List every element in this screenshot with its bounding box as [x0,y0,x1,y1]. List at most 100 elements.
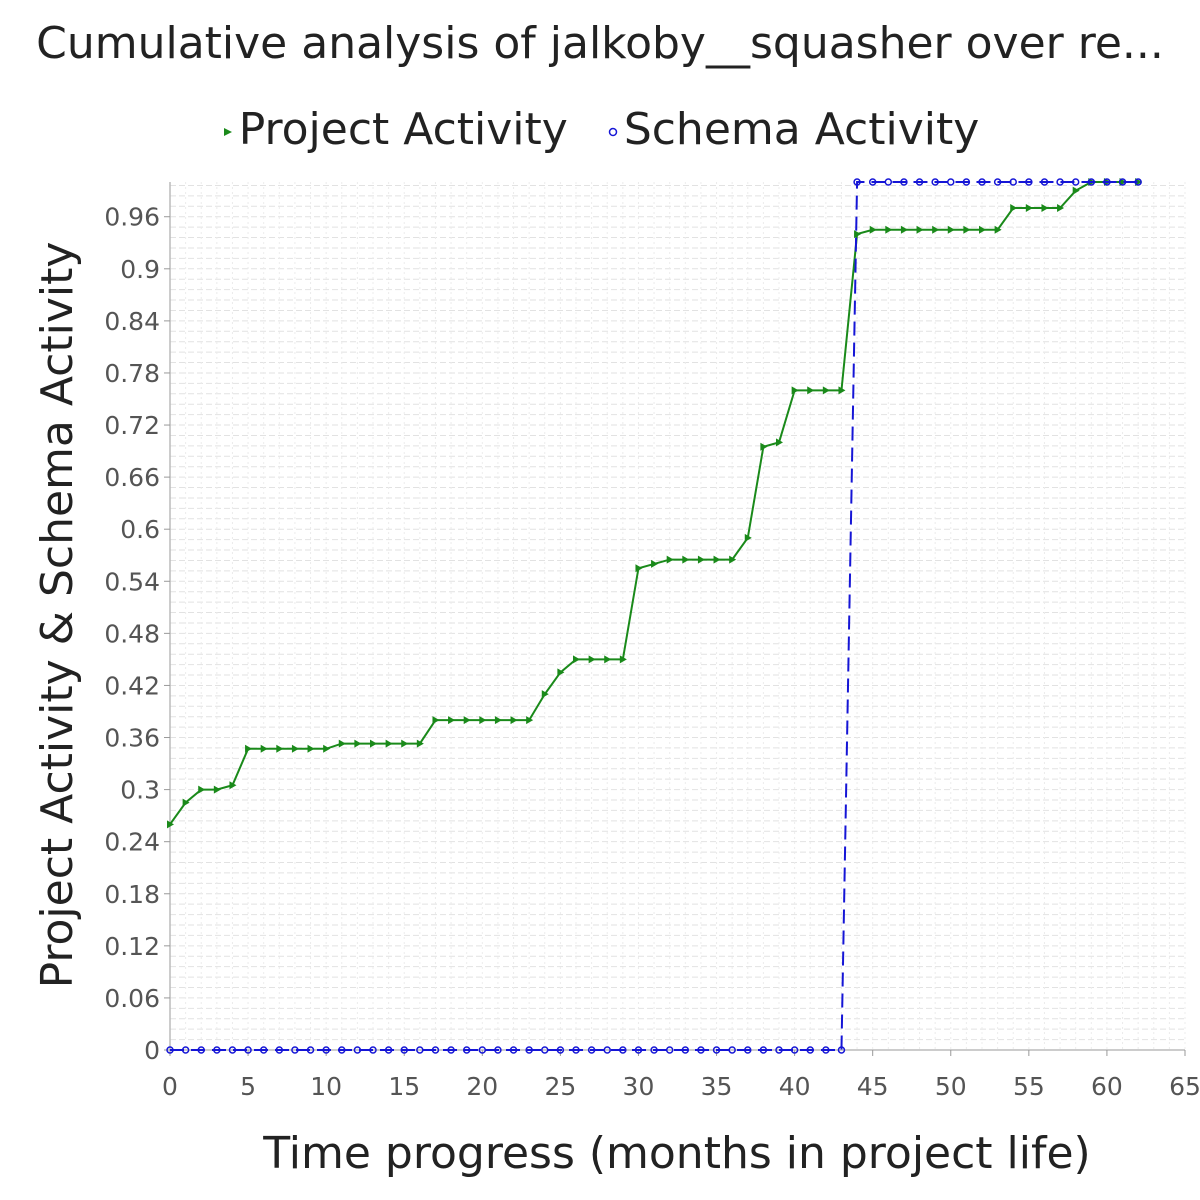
data-point [666,555,674,564]
data-point [994,225,1002,234]
data-point [166,1046,174,1054]
data-point [322,1046,330,1054]
data-point [635,564,643,573]
data-point [978,178,986,186]
data-point [837,1046,846,1054]
data-point [854,230,862,239]
data-point [900,178,908,186]
data-point [181,1046,190,1054]
data-point [338,739,346,748]
data-point [947,178,955,186]
x-tick-label: 40 [779,1072,811,1101]
data-point [276,744,284,753]
data-point [1134,178,1142,186]
data-point [775,1046,783,1054]
chart-title: Cumulative analysis of jalkoby__squasher… [36,18,1164,69]
data-point [1072,186,1080,195]
y-tick-label: 0.48 [104,619,160,648]
legend-circle-marker-icon [608,127,618,137]
y-axis-label: Project Activity & Schema Activity [32,242,83,989]
data-point [916,225,924,234]
y-tick-label: 0.78 [104,359,160,388]
data-point [291,744,299,753]
data-point [384,1046,393,1054]
data-point [931,178,939,186]
data-point [572,1046,580,1054]
data-point [993,178,1002,186]
data-point [416,739,424,748]
data-point [306,1046,315,1054]
data-point [728,1046,736,1054]
data-point [510,716,518,725]
data-point [744,1046,752,1054]
data-point [1071,178,1080,186]
data-point [400,1046,408,1054]
data-point [526,716,534,725]
data-point [900,225,908,234]
data-point [603,1046,611,1054]
y-tick-label: 0.9 [120,255,160,284]
data-point [447,1046,455,1054]
y-tick-label: 0.12 [104,932,160,961]
x-tick-label: 30 [623,1072,655,1101]
data-point [401,739,409,748]
data-point [651,559,659,568]
data-point [915,178,924,186]
data-point [853,178,861,186]
data-point [697,1046,705,1054]
data-point [604,655,612,664]
data-point [1040,178,1049,186]
x-tick-label: 55 [1013,1072,1045,1101]
data-point [259,1046,268,1054]
data-point [838,386,846,395]
data-point [712,1046,721,1054]
y-tick-label: 0.24 [104,828,160,857]
data-point [1010,204,1018,213]
data-point [697,555,705,564]
data-point [573,655,580,664]
data-point [431,1046,440,1054]
data-point [947,225,955,234]
data-point [1025,178,1033,186]
data-point [541,690,549,699]
y-tick-label: 0.42 [104,671,160,700]
data-point [478,1046,487,1054]
data-point [619,655,627,664]
data-point [260,744,268,753]
data-point [213,1046,221,1054]
x-tick-label: 20 [466,1072,498,1101]
legend: Project Activity Schema Activity [0,104,1200,155]
data-point [713,555,721,564]
y-tick-label: 0.06 [104,984,160,1013]
data-point [462,1046,471,1054]
data-point [228,1046,237,1054]
data-point [557,668,565,677]
data-point [979,225,986,234]
data-point [494,1046,502,1054]
data-point [354,739,362,748]
y-tick-label: 0.6 [120,515,160,544]
grid [169,182,1186,1051]
data-point [962,178,971,186]
data-point [525,1046,533,1054]
data-point [822,386,830,395]
data-point [338,1046,346,1054]
data-point [167,820,174,829]
y-tick-label: 0.3 [120,776,160,805]
data-point [1009,178,1017,186]
data-point [385,739,393,748]
legend-item-project-activity: Project Activity [221,104,568,155]
x-tick-label: 10 [310,1072,342,1101]
data-point [885,225,893,234]
data-point [744,533,752,542]
y-tick-label: 0.66 [104,463,160,492]
data-point [634,1046,643,1054]
data-point [541,1046,549,1054]
data-point [509,1046,518,1054]
data-point [932,225,940,234]
tick-labels: 0 0.06 0.12 0.18 0.24 0.3 0.36 0.42 0.48 0.54 0.6 0… [104,203,1200,1101]
data-point [463,716,471,725]
data-point [729,555,737,564]
data-point [665,1046,674,1054]
